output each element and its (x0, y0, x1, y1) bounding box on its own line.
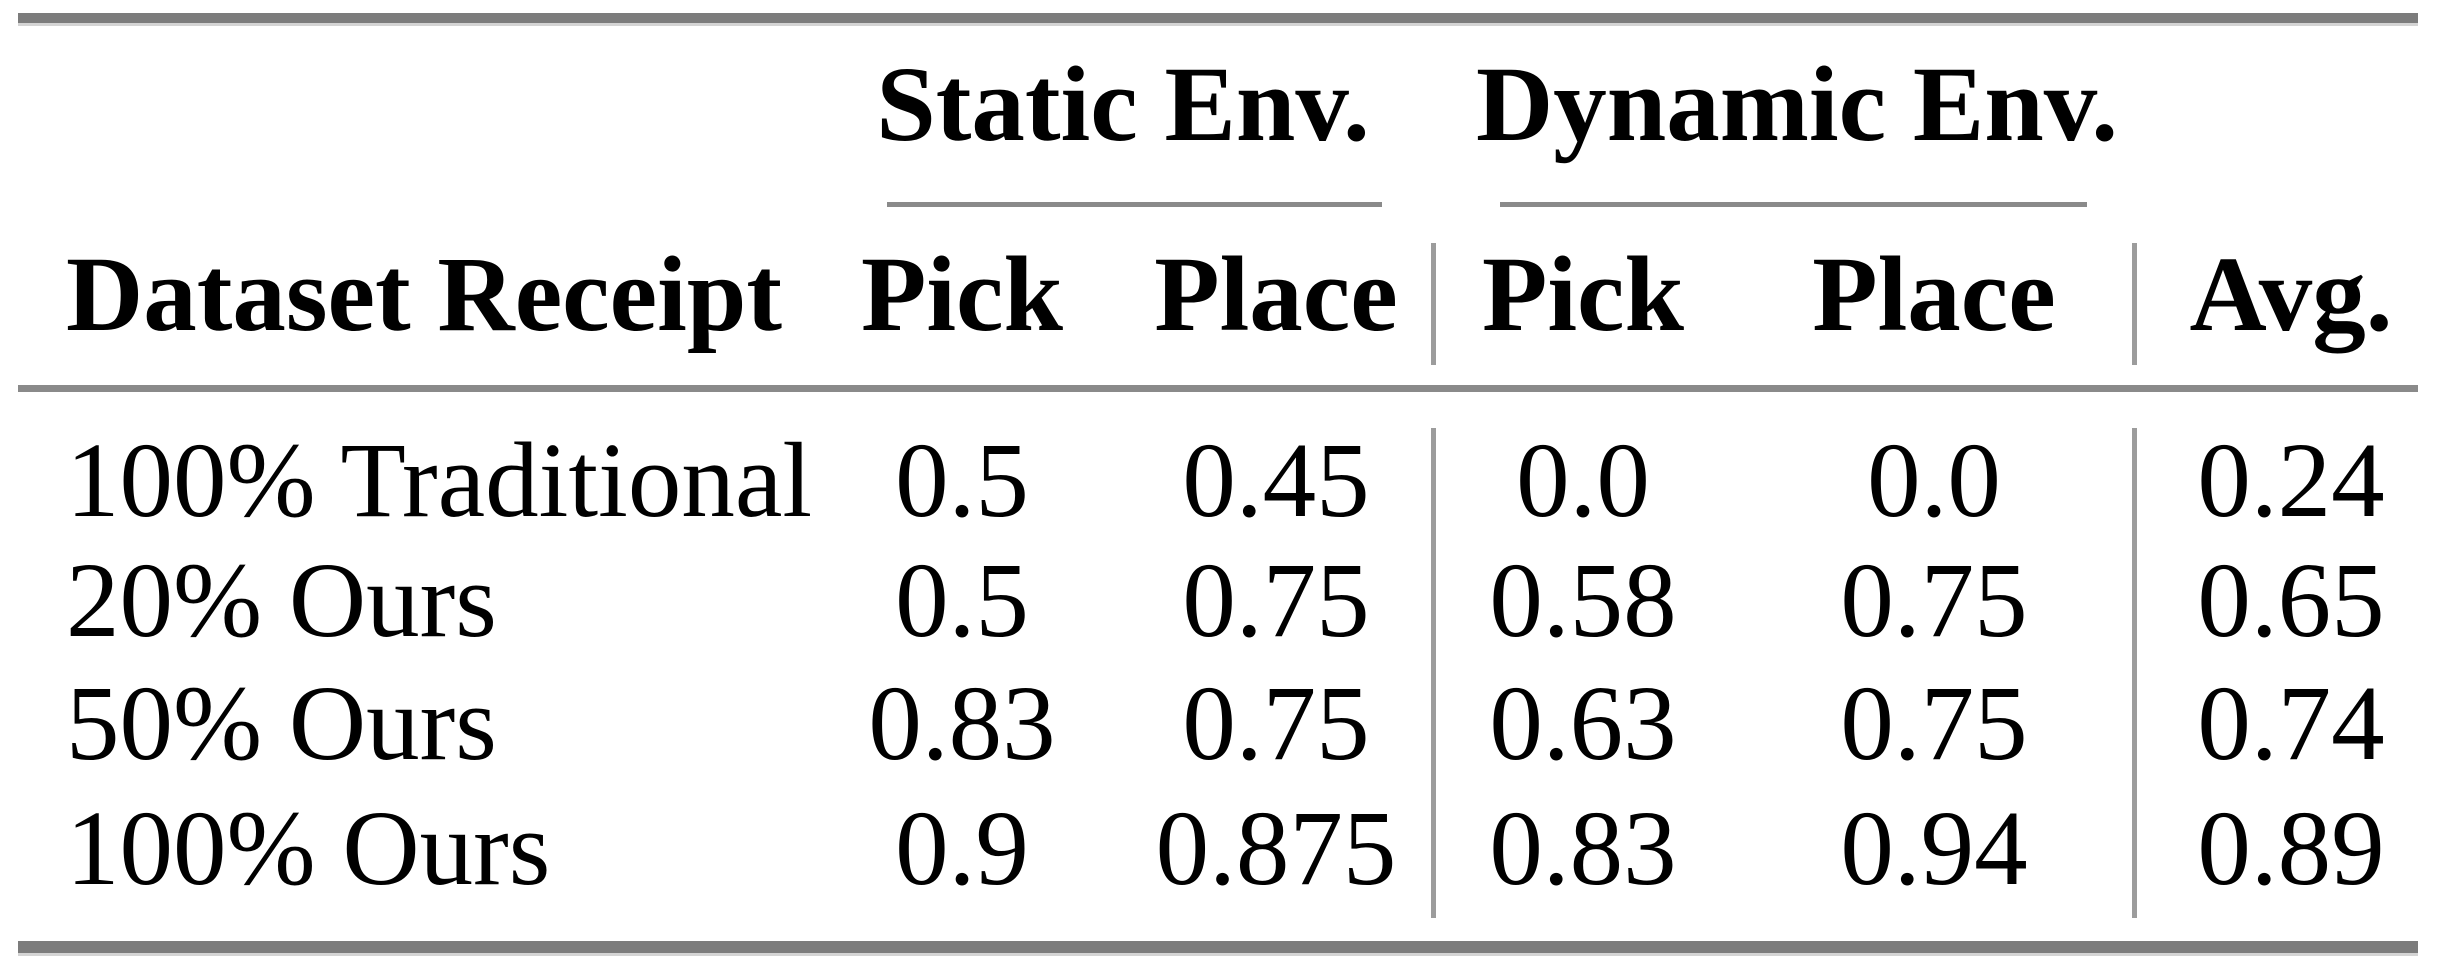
separator-dynamic-avg-header (2132, 243, 2137, 365)
cell-dynamic-pick: 0.63 (1489, 665, 1677, 783)
separator-dynamic-avg-body (2132, 428, 2137, 918)
column-group-static-env: Static Env. (876, 46, 1370, 164)
table-top-rule (18, 13, 2418, 23)
column-group-dynamic-env: Dynamic Env. (1475, 46, 2119, 164)
cell-dynamic-place: 0.75 (1840, 665, 2028, 783)
row-label: 100% Ours (66, 790, 551, 908)
cell-static-pick: 0.9 (895, 790, 1029, 908)
header-dynamic-place: Place (1812, 236, 2056, 354)
cell-static-place: 0.875 (1155, 790, 1397, 908)
header-dynamic-pick: Pick (1481, 236, 1685, 354)
header-avg: Avg. (2189, 236, 2393, 354)
separator-static-dynamic-body (1431, 428, 1436, 918)
cell-static-place: 0.45 (1182, 422, 1370, 540)
cell-avg: 0.65 (2197, 542, 2385, 660)
table-bottom-rule (18, 941, 2418, 953)
row-label: 20% Ours (66, 542, 497, 660)
cell-dynamic-pick: 0.83 (1489, 790, 1677, 908)
header-dataset-receipt: Dataset Receipt (66, 236, 783, 354)
header-static-place: Place (1154, 236, 1398, 354)
cell-dynamic-place: 0.75 (1840, 542, 2028, 660)
cell-static-place: 0.75 (1182, 665, 1370, 783)
separator-static-dynamic-header (1431, 243, 1436, 365)
cell-dynamic-pick: 0.0 (1516, 422, 1650, 540)
cell-static-pick: 0.83 (868, 665, 1056, 783)
cell-dynamic-pick: 0.58 (1489, 542, 1677, 660)
table-bottom-rule-highlight (18, 953, 2418, 956)
table-header-rule (18, 385, 2418, 392)
row-label: 100% Traditional (66, 422, 813, 540)
header-static-pick: Pick (860, 236, 1064, 354)
row-label: 50% Ours (66, 665, 497, 783)
cell-dynamic-place: 0.94 (1840, 790, 2028, 908)
cell-avg: 0.74 (2197, 665, 2385, 783)
cell-dynamic-place: 0.0 (1867, 422, 2001, 540)
cell-static-place: 0.75 (1182, 542, 1370, 660)
dynamic-env-underline (1500, 202, 2087, 207)
table-top-rule-highlight (18, 23, 2418, 26)
cell-static-pick: 0.5 (895, 422, 1029, 540)
cell-avg: 0.24 (2197, 422, 2385, 540)
static-env-underline (887, 202, 1382, 207)
cell-static-pick: 0.5 (895, 542, 1029, 660)
cell-avg: 0.89 (2197, 790, 2385, 908)
